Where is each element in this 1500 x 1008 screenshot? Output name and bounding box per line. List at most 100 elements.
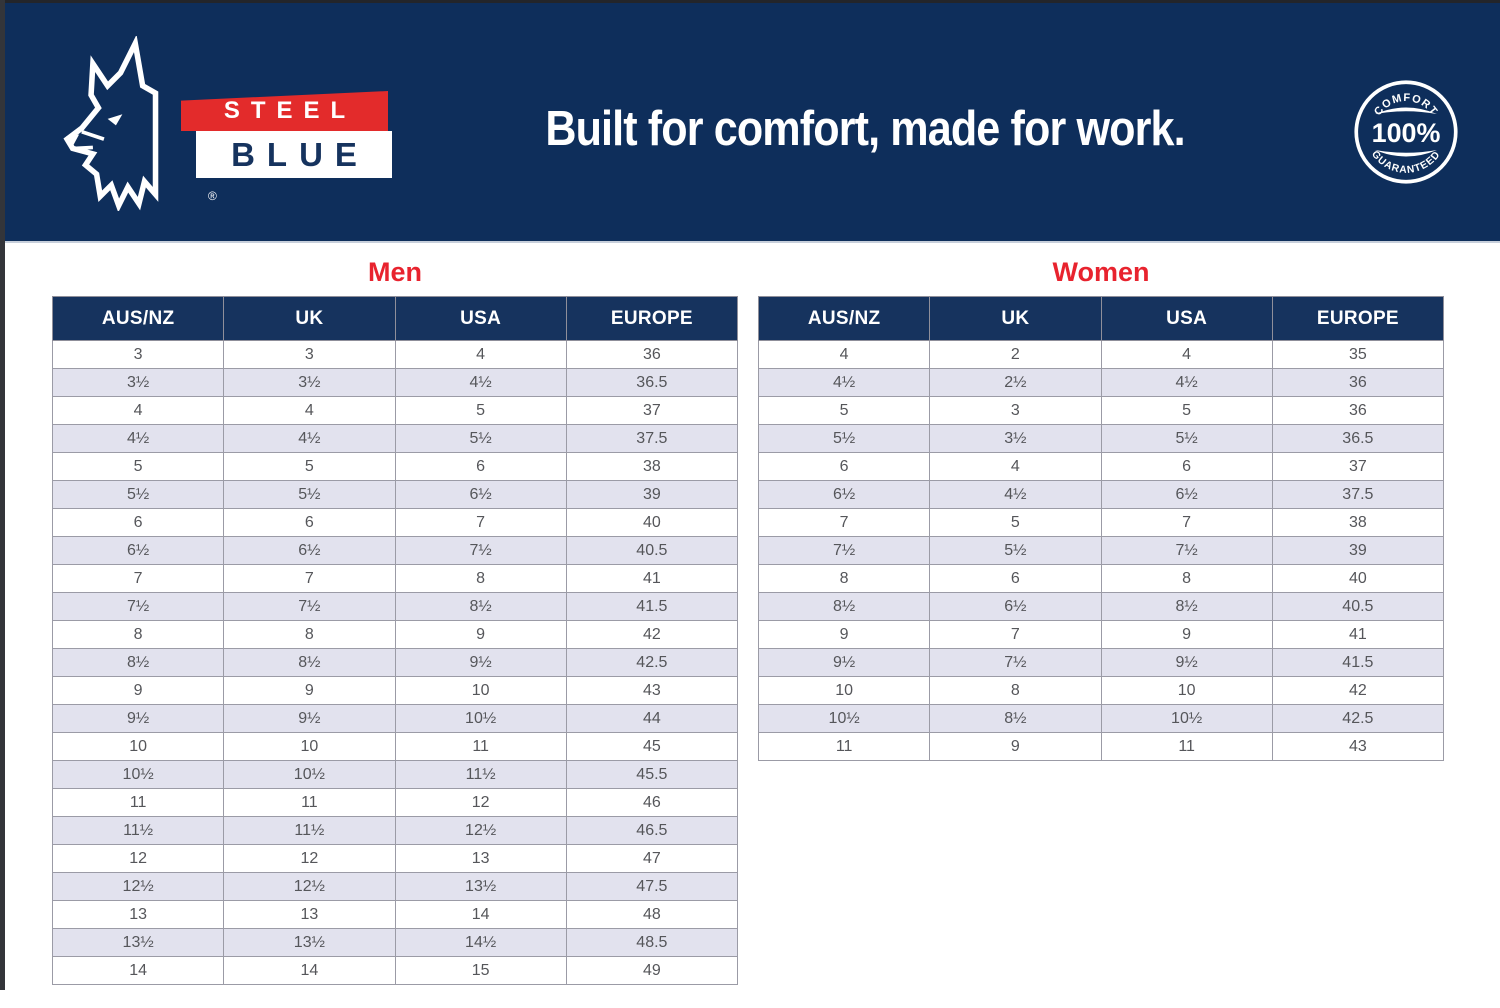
size-cell: 12 [394, 788, 567, 817]
size-cell: 36 [1271, 368, 1445, 397]
size-cell: 47.5 [565, 872, 739, 901]
size-cell: 10 [757, 676, 931, 705]
size-cell: 11 [1100, 732, 1273, 761]
size-cell: 8½ [1100, 592, 1273, 621]
size-cell: 9½ [757, 648, 931, 677]
size-cell: 8 [223, 620, 396, 649]
size-cell: 5 [223, 452, 396, 481]
size-row: 7 5 7 38 [757, 508, 1445, 537]
size-cell: 46 [565, 788, 739, 817]
size-cell: 7 [51, 564, 225, 593]
banner-tagline: Built for comfort, made for work. [545, 102, 1185, 156]
women-size-chart-section: Women AUS/NZ UK USA EUROPE 4 2 4 35 4½ 2½ 4½ 36… [757, 252, 1445, 761]
size-cell: 7 [929, 620, 1102, 649]
size-cell: 4 [757, 340, 931, 369]
size-cell: 49 [565, 956, 739, 985]
size-cell: 6½ [757, 480, 931, 509]
size-cell: 4½ [223, 424, 396, 453]
size-cell: 9 [1100, 620, 1273, 649]
size-cell: 10 [51, 732, 225, 761]
size-row: 8½ 6½ 8½ 40.5 [757, 592, 1445, 621]
size-cell: 42.5 [1271, 704, 1445, 733]
size-row: 11 11 12 46 [51, 788, 739, 817]
size-cell: 9 [223, 676, 396, 705]
size-cell: 10 [394, 676, 567, 705]
size-cell: 42.5 [565, 648, 739, 677]
size-cell: 45 [565, 732, 739, 761]
wordmark-blue: BLUE [196, 131, 392, 178]
column-header-uk: UK [929, 296, 1102, 341]
size-row: 5½ 3½ 5½ 36.5 [757, 424, 1445, 453]
size-cell: 10½ [1100, 704, 1273, 733]
size-row: 6 4 6 37 [757, 452, 1445, 481]
size-row: 13 13 14 48 [51, 900, 739, 929]
window-edge-top [0, 0, 1500, 3]
size-cell: 6½ [394, 480, 567, 509]
size-row: 8 6 8 40 [757, 564, 1445, 593]
size-cell: 9 [929, 732, 1102, 761]
size-cell: 9½ [394, 648, 567, 677]
women-size-table: AUS/NZ UK USA EUROPE 4 2 4 35 4½ 2½ 4½ 36 5 3 5 36 5… [757, 296, 1445, 761]
size-cell: 36.5 [565, 368, 739, 397]
size-cell: 6 [1100, 452, 1273, 481]
size-cell: 12 [51, 844, 225, 873]
size-cell: 48.5 [565, 928, 739, 957]
size-cell: 14 [394, 900, 567, 929]
size-cell: 7½ [1100, 536, 1273, 565]
size-row: 10½ 8½ 10½ 42.5 [757, 704, 1445, 733]
size-cell: 40 [565, 508, 739, 537]
size-row: 14 14 15 49 [51, 956, 739, 985]
column-header-usa: USA [394, 296, 567, 341]
size-row: 9 9 10 43 [51, 676, 739, 705]
size-cell: 9 [394, 620, 567, 649]
size-cell: 8½ [394, 592, 567, 621]
size-cell: 4 [929, 452, 1102, 481]
size-row: 4½ 4½ 5½ 37.5 [51, 424, 739, 453]
size-cell: 41.5 [565, 592, 739, 621]
size-cell: 4½ [929, 480, 1102, 509]
size-row: 10 8 10 42 [757, 676, 1445, 705]
size-row: 8½ 8½ 9½ 42.5 [51, 648, 739, 677]
size-cell: 8½ [51, 648, 225, 677]
size-cell: 5½ [929, 536, 1102, 565]
size-row: 7 7 8 41 [51, 564, 739, 593]
size-cell: 40 [1271, 564, 1445, 593]
size-cell: 4 [1100, 340, 1273, 369]
steel-blue-wolf-icon [63, 36, 159, 211]
size-cell: 14½ [394, 928, 567, 957]
size-cell: 41 [1271, 620, 1445, 649]
size-cell: 10½ [223, 760, 396, 789]
wolf-nose [66, 134, 80, 147]
size-cell: 46.5 [565, 816, 739, 845]
table-header-row: AUS/NZ UK USA EUROPE [757, 296, 1445, 341]
men-table-header: AUS/NZ UK USA EUROPE [51, 296, 739, 341]
size-row: 11½ 11½ 12½ 46.5 [51, 816, 739, 845]
size-cell: 42 [1271, 676, 1445, 705]
size-cell: 11½ [223, 816, 396, 845]
size-cell: 13½ [51, 928, 225, 957]
size-row: 3 3 4 36 [51, 340, 739, 369]
size-cell: 2 [929, 340, 1102, 369]
size-row: 4½ 2½ 4½ 36 [757, 368, 1445, 397]
size-cell: 13 [51, 900, 225, 929]
men-table-body: 3 3 4 36 3½ 3½ 4½ 36.5 4 4 5 37 4½ 4½ 5½ 37.5 5 5 6 38 5½ 5½ 6… [51, 340, 739, 985]
size-row: 5½ 5½ 6½ 39 [51, 480, 739, 509]
size-cell: 6 [929, 564, 1102, 593]
comfort-guarantee-badge-icon: COMFORT 100% GUARANTEED [1354, 80, 1458, 184]
size-cell: 6 [51, 508, 225, 537]
size-row: 5 3 5 36 [757, 396, 1445, 425]
women-table-header: AUS/NZ UK USA EUROPE [757, 296, 1445, 341]
svg-text:COMFORT: COMFORT [1372, 92, 1440, 118]
size-row: 10 10 11 45 [51, 732, 739, 761]
size-cell: 15 [394, 956, 567, 985]
size-cell: 10½ [757, 704, 931, 733]
size-cell: 13 [394, 844, 567, 873]
size-cell: 9½ [223, 704, 396, 733]
size-cell: 12 [223, 844, 396, 873]
size-cell: 5 [51, 452, 225, 481]
size-cell: 8½ [929, 704, 1102, 733]
size-cell: 4 [394, 340, 567, 369]
size-cell: 5½ [757, 424, 931, 453]
size-row: 9½ 7½ 9½ 41.5 [757, 648, 1445, 677]
size-cell: 45.5 [565, 760, 739, 789]
